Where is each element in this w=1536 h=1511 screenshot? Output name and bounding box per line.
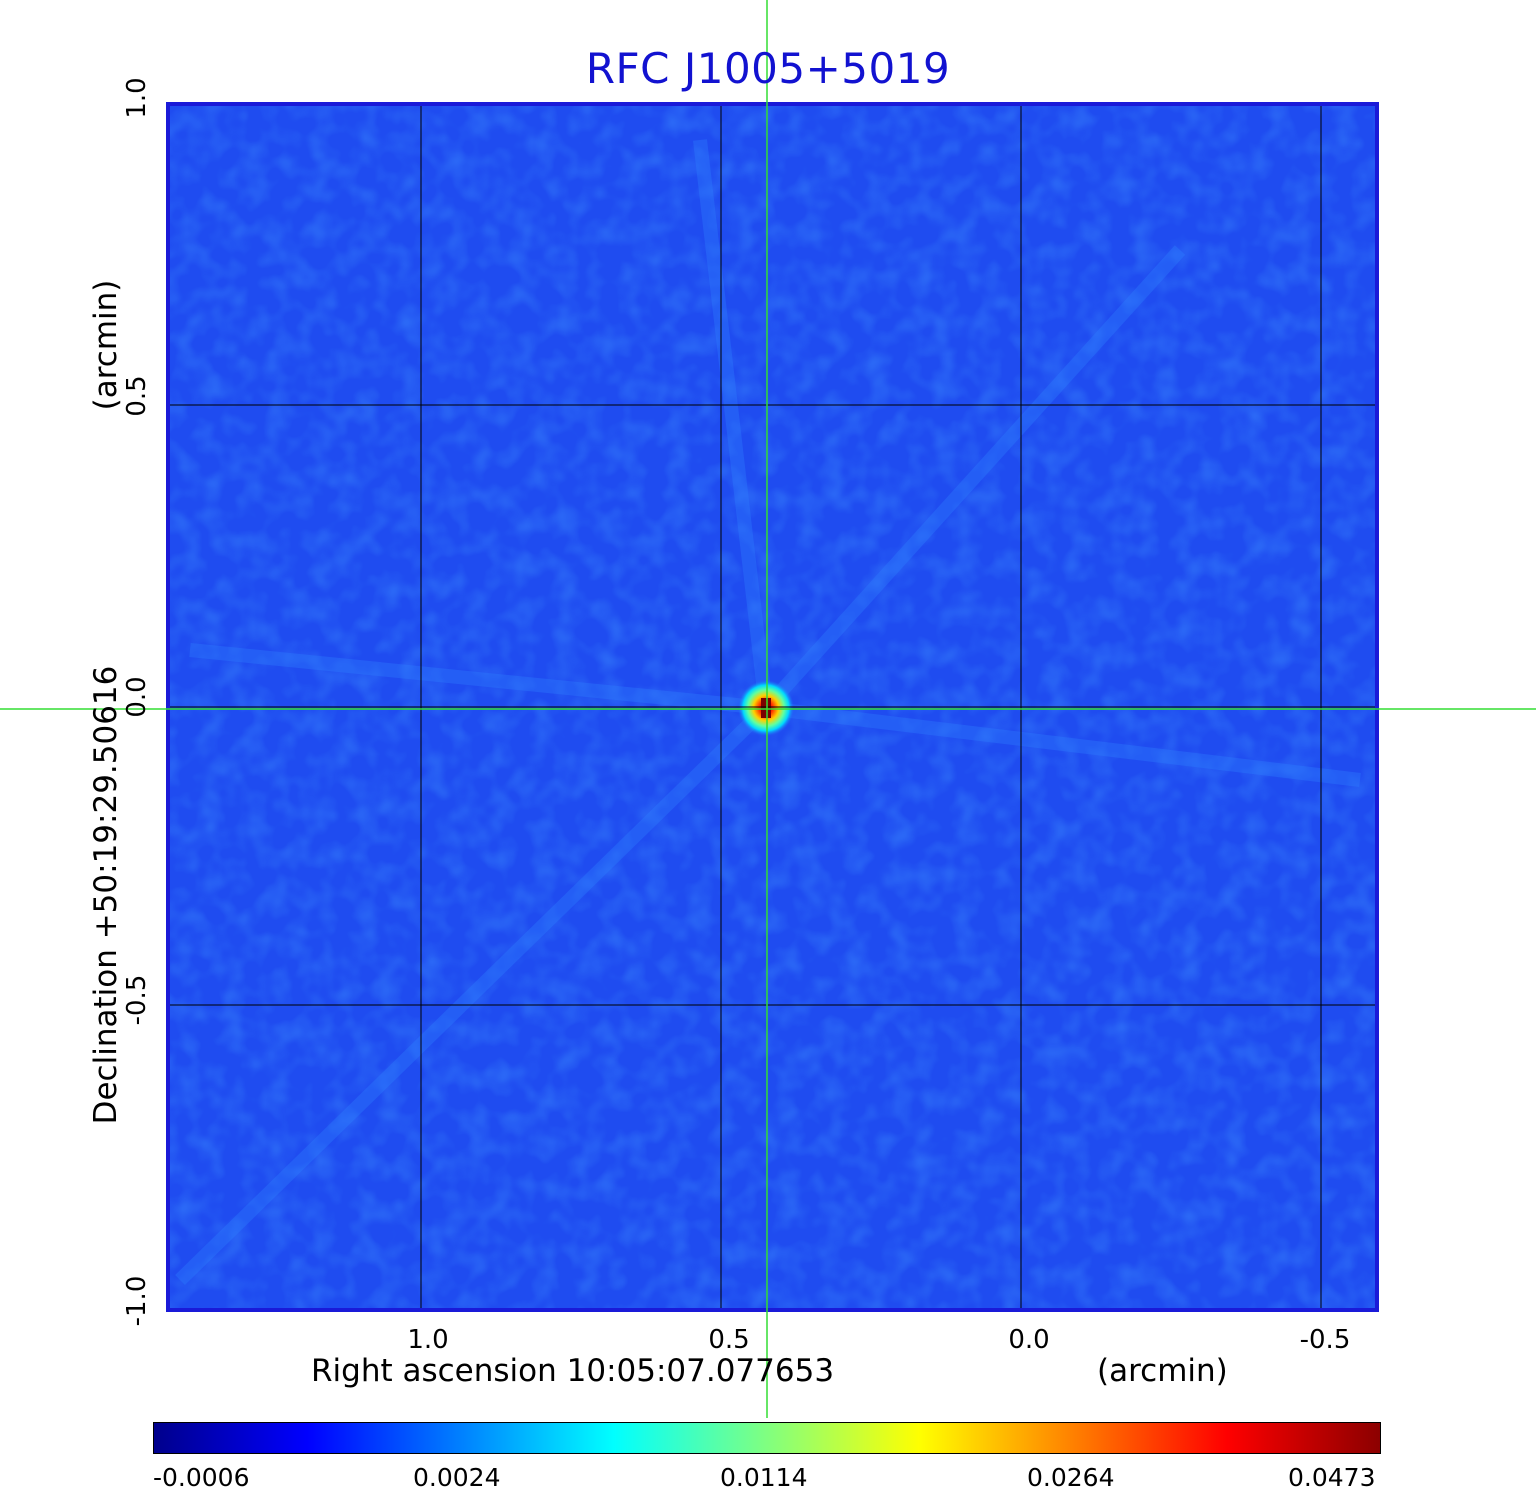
- y-axis-label: Declination +50:19:29.50616: [88, 665, 124, 1125]
- colorbar-tick-label: -0.0006: [153, 1463, 250, 1492]
- source-core: [761, 698, 771, 718]
- y-tick-label: 0.5: [122, 375, 152, 417]
- y-tick-label: 0.0: [122, 676, 152, 718]
- x-axis-label: Right ascension 10:05:07.077653: [311, 1353, 835, 1389]
- y-tick-label: -0.5: [122, 974, 152, 1026]
- x-tick-label: 0.5: [708, 1325, 750, 1355]
- coordinate-grid: [168, 104, 1377, 1310]
- x-axis-unit: (arcmin): [1097, 1353, 1228, 1389]
- y-axis-unit: (arcmin): [88, 279, 124, 411]
- colorbar: [153, 1422, 1381, 1454]
- figure-title: RFC J1005+5019: [585, 44, 951, 93]
- colorbar-tick-label: 0.0473: [1288, 1463, 1376, 1492]
- colorbar-tick-label: 0.0024: [413, 1463, 501, 1492]
- x-tick-label: 0.0: [1008, 1325, 1050, 1355]
- x-tick-label: -0.5: [1299, 1325, 1351, 1355]
- colorbar-tick-label: 0.0264: [1027, 1463, 1115, 1492]
- y-tick-label: 1.0: [122, 77, 152, 119]
- image-frame: [166, 102, 1379, 1312]
- y-tick-label: -1.0: [122, 1275, 152, 1327]
- x-tick-label: 1.0: [407, 1325, 449, 1355]
- colorbar-tick-label: 0.0114: [720, 1463, 808, 1492]
- sidelobe-streaks: [175, 139, 1361, 1286]
